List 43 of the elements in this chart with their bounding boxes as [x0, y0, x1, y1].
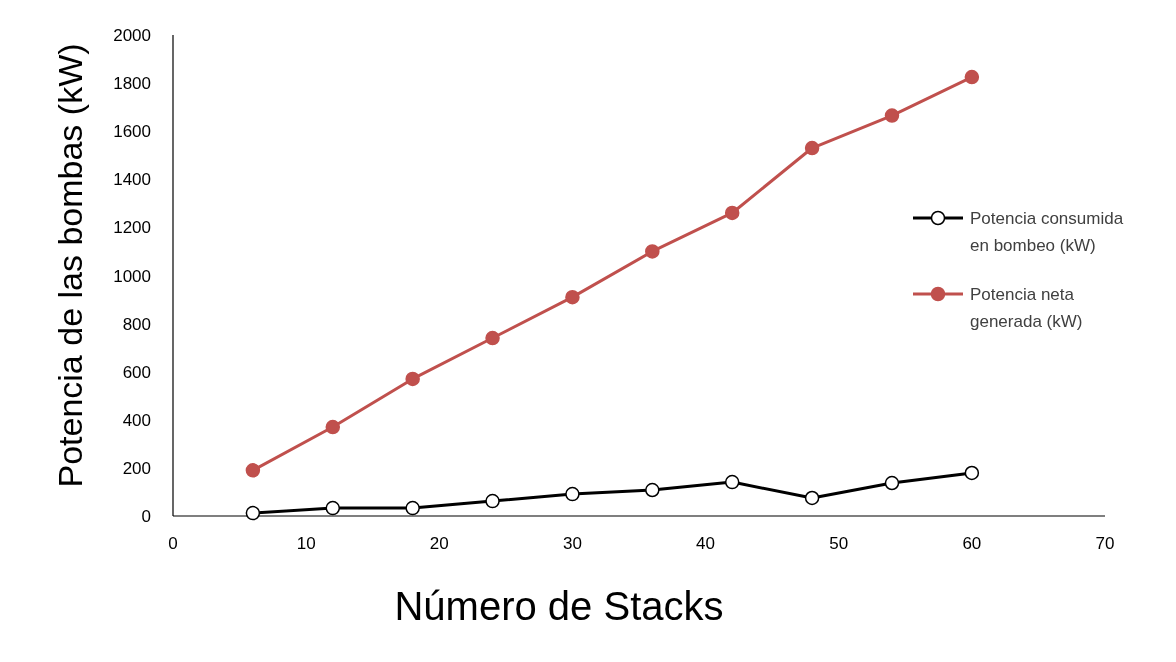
y-tick-label: 0	[141, 507, 151, 526]
point	[804, 490, 820, 506]
x-tick-label: 30	[562, 534, 582, 553]
y-tick-label: 2000	[113, 26, 151, 45]
point	[245, 463, 261, 478]
point	[964, 465, 980, 481]
y-tick-label: 1800	[113, 74, 151, 94]
y-tick-label: 1200	[113, 218, 151, 238]
point	[645, 244, 660, 259]
y-tick-label: 600	[122, 362, 151, 382]
y-tick-label: 800	[122, 314, 151, 334]
x-tick-label: 50	[829, 534, 849, 553]
y-axis-title: Potencia de las bombas (kW)	[51, 43, 89, 488]
point	[405, 371, 420, 387]
point	[724, 205, 740, 221]
point	[724, 474, 740, 490]
point	[964, 69, 980, 85]
x-tick-label: 20	[429, 534, 449, 553]
point	[405, 500, 420, 516]
point	[325, 500, 341, 516]
point	[884, 108, 900, 123]
point	[565, 486, 580, 502]
y-tick-label: 1000	[113, 266, 151, 286]
legend-label: Potencia consumida en bombeo (kW)	[970, 209, 1124, 255]
x-tick-label: 60	[962, 534, 982, 553]
y-tick-label: 1400	[113, 170, 151, 190]
x-tick-label: 70	[1095, 534, 1115, 553]
point	[245, 505, 261, 521]
point	[804, 140, 820, 156]
point	[485, 330, 500, 346]
y-tick-label: 200	[122, 458, 151, 478]
x-tick-label: 10	[296, 534, 316, 553]
point	[325, 419, 341, 435]
x-tick-label: 40	[696, 534, 716, 553]
point	[565, 289, 580, 305]
x-tick-label: 0	[168, 534, 178, 553]
point	[884, 475, 900, 491]
point	[485, 493, 500, 509]
y-tick-label: 400	[122, 410, 151, 430]
x-axis-title: Número de Stacks	[394, 584, 724, 628]
point	[645, 482, 660, 498]
y-tick-label: 1600	[113, 122, 151, 142]
legend-label: Potencia neta generada (kW)	[970, 285, 1083, 331]
